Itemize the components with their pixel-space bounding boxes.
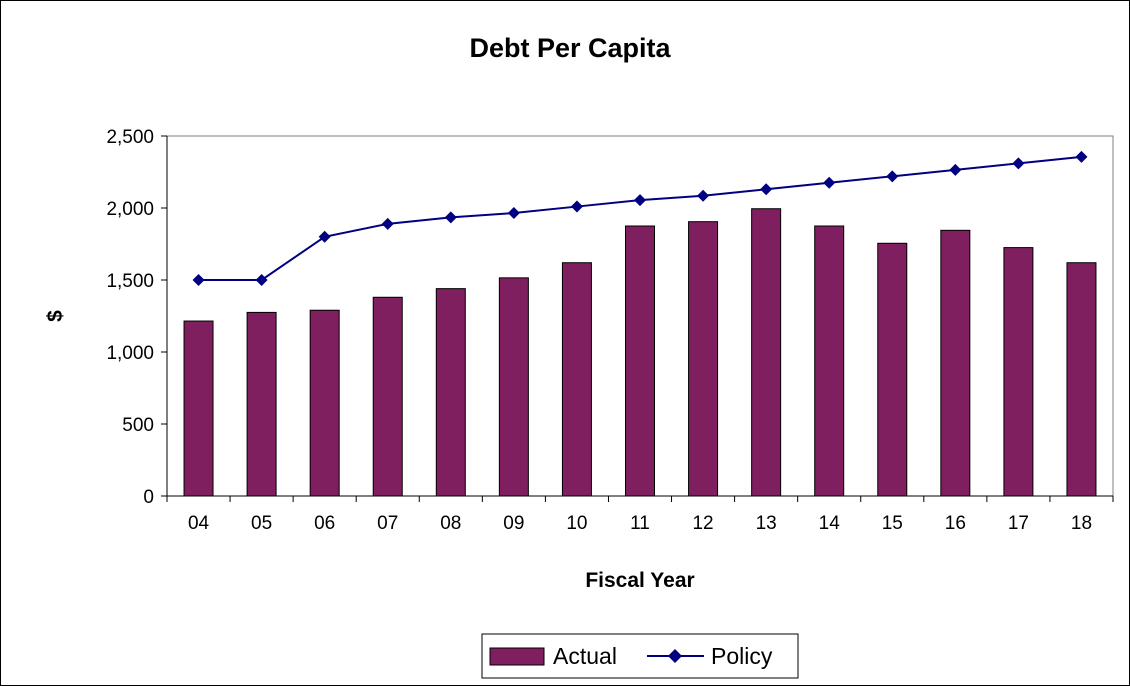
- x-tick-label: 18: [1071, 513, 1092, 534]
- y-tick-label: 1,000: [106, 343, 154, 364]
- bar-actual-10: [561, 262, 592, 497]
- bar-actual-07: [372, 296, 403, 497]
- y-tick-label: 2,500: [106, 127, 154, 148]
- x-axis: 04 05 06 07 08 09 10 11 12 13 14 15 16 17 18: [166, 495, 1114, 534]
- bar-actual-15: [877, 242, 908, 497]
- x-tick-label: 12: [692, 513, 713, 534]
- policy-marker-04: [192, 274, 205, 286]
- bar-actual-12: [688, 221, 719, 497]
- actual-bars: [183, 208, 1097, 497]
- bar-actual-13: [751, 208, 782, 497]
- policy-marker-17: [1012, 157, 1025, 170]
- policy-marker-16: [949, 163, 962, 176]
- y-axis-title: $: [44, 310, 67, 322]
- x-tick-label: 05: [251, 513, 272, 534]
- y-axis: 0 500 1,000 1,500 2,000 2,500: [106, 127, 168, 508]
- y-tick-label: 2,000: [106, 199, 154, 220]
- policy-marker-11: [634, 194, 646, 207]
- bar-actual-17: [1003, 247, 1034, 497]
- x-tick-label: 17: [1008, 513, 1029, 534]
- bar-actual-08: [435, 288, 466, 497]
- x-axis-title: Fiscal Year: [585, 569, 694, 592]
- legend-label-policy: Policy: [711, 643, 773, 669]
- legend: Actual Policy: [481, 633, 799, 679]
- x-tick-label: 09: [503, 513, 524, 534]
- x-tick-label: 11: [630, 513, 650, 534]
- policy-marker-07: [381, 217, 394, 230]
- bar-actual-18: [1066, 262, 1097, 497]
- x-tick-label: 04: [188, 513, 210, 534]
- bar-actual-16: [940, 229, 971, 497]
- policy-marker-12: [697, 189, 710, 202]
- bar-actual-05: [246, 311, 277, 497]
- x-tick-label: 16: [945, 513, 966, 534]
- policy-marker-10: [570, 200, 583, 213]
- x-tick-label: 07: [377, 513, 398, 534]
- x-tick-label: 08: [440, 513, 461, 534]
- x-tick-label: 14: [819, 513, 841, 534]
- bar-actual-04: [183, 320, 214, 497]
- y-tick-label: 1,500: [106, 271, 154, 292]
- x-tick-label: 10: [566, 513, 587, 534]
- legend-swatch-actual: [489, 647, 545, 666]
- bar-actual-11: [625, 225, 655, 497]
- policy-marker-09: [507, 207, 520, 220]
- chart-title: Debt Per Capita: [469, 33, 671, 63]
- policy-marker-05: [255, 274, 268, 286]
- policy-marker-18: [1075, 150, 1088, 163]
- bar-actual-09: [498, 277, 529, 497]
- policy-marker-08: [444, 211, 457, 224]
- legend-marker-policy: [668, 649, 682, 663]
- y-tick-label: 0: [143, 487, 154, 508]
- policy-marker-15: [886, 170, 899, 183]
- legend-label-actual: Actual: [553, 643, 617, 669]
- policy-marker-13: [760, 183, 773, 196]
- x-tick-label: 13: [756, 513, 777, 534]
- policy-series: [192, 150, 1088, 286]
- policy-marker-14: [823, 176, 836, 189]
- x-tick-label: 15: [882, 513, 903, 534]
- bar-actual-06: [309, 309, 340, 497]
- bar-actual-14: [814, 225, 845, 497]
- y-tick-label: 500: [122, 415, 154, 436]
- x-tick-label: 06: [314, 513, 335, 534]
- policy-marker-06: [318, 230, 331, 243]
